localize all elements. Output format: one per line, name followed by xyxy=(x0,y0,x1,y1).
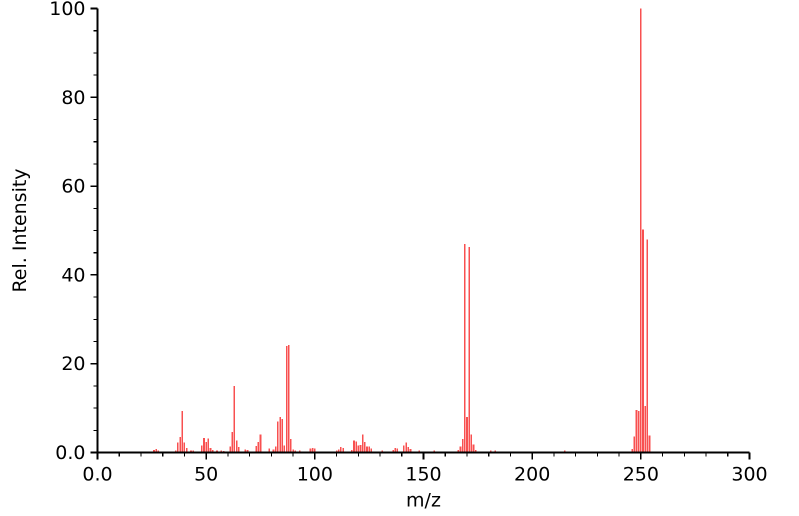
x-tick-label: 150 xyxy=(405,464,441,486)
x-tick-label: 100 xyxy=(297,464,333,486)
x-tick-label: 50 xyxy=(194,464,218,486)
axis-labels: 0.0 20 40 60 80 100 0.0 50 100 150 200 250 300 m/z Rel… xyxy=(9,0,768,512)
y-tick-label: 100 xyxy=(49,0,85,20)
x-tick-label: 200 xyxy=(514,464,550,486)
x-tick-label: 300 xyxy=(731,464,767,486)
y-tick-label: 0.0 xyxy=(55,442,85,464)
x-axis-title: m/z xyxy=(406,490,441,512)
y-tick-label: 80 xyxy=(61,87,85,109)
y-tick-label: 20 xyxy=(61,353,85,375)
axes xyxy=(90,7,751,460)
y-axis-title: Rel. Intensity xyxy=(9,168,31,292)
x-tick-label: 0.0 xyxy=(82,464,112,486)
peak-series xyxy=(153,8,651,453)
axis-spines xyxy=(96,8,750,454)
y-tick-label: 40 xyxy=(61,264,85,286)
y-tick-label: 60 xyxy=(61,176,85,198)
x-tick-label: 250 xyxy=(623,464,659,486)
